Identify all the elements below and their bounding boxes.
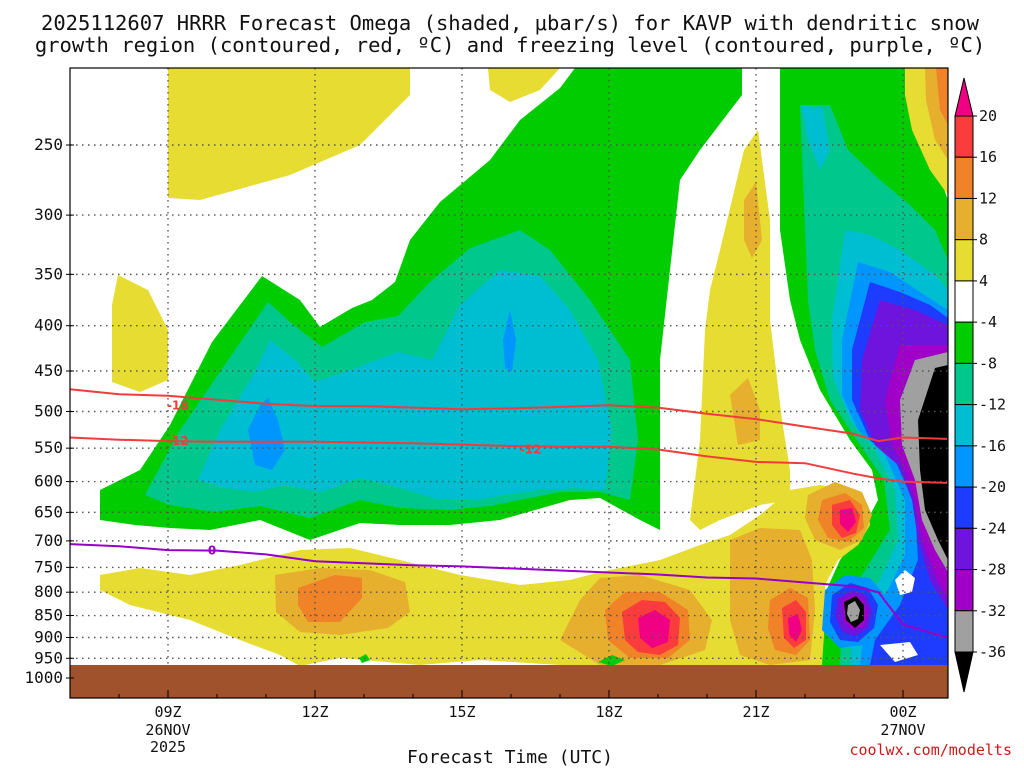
y-tick-750: 750 [34,557,63,576]
plot-frame [69,67,949,699]
colorbar-label-12: -32 [979,602,1006,620]
y-tick-450: 450 [34,361,63,380]
y-tick-400: 400 [34,316,63,335]
colorbar-bin-6 [954,321,974,364]
colorbar-bin-9 [954,445,974,488]
colorbar-bin-top [954,77,974,117]
x-tick-year-09Z: 2025 [150,738,186,756]
colorbar-bin-3 [954,197,974,241]
colorbar-bin-bottom [954,651,974,693]
contour-label-dgz-bottom-2: -12 [520,443,542,457]
y-tick-550: 550 [34,438,63,457]
x-tick-21Z: 21Z [742,703,769,721]
colorbar: 20 16 12 8 4 -4 -8 -12 -16 -20 -24 -28 -32 -36 [954,77,1006,693]
shade-gold-diagonal-low [730,378,760,445]
colorbar-label-1: 16 [979,148,997,166]
colorbar-label-6: -8 [979,354,997,372]
y-tick-300: 300 [34,205,63,224]
shade-magenta-lowlevel-mid [638,610,670,648]
x-tick-15Z: 15Z [448,703,475,721]
colorbar-bin-4 [954,239,974,282]
colorbar-bin-8 [954,404,974,447]
x-tick-00Z: 00Z [889,703,916,721]
shade-blue-core-mid [503,310,516,372]
shade-orange-lowlevel-left [298,575,362,622]
shade-teal-right [802,105,830,170]
shade-orange-corner [936,68,948,125]
colorbar-bin-1 [954,115,974,158]
colorbar-label-5: -4 [979,313,997,331]
y-axis: 250 300 350 400 450 500 550 600 650 700 750 800 850 9… [24,135,74,687]
shade-gold-diagonal [744,182,762,258]
colorbar-bin-11 [954,527,974,571]
shade-yellow-upper-left [168,68,410,200]
colorbar-label-2: 12 [979,189,997,207]
y-tick-1000: 1000 [24,668,63,687]
contour-lines: -18 -12 0 -12 [69,388,948,639]
colorbar-bin-12 [954,569,974,612]
colorbar-bin-7 [954,362,974,406]
contour-dgz-top [69,388,948,443]
x-tick-09Z: 09Z [154,703,181,721]
contour-freezing-level [69,543,948,639]
x-tick-12Z: 12Z [301,703,328,721]
x-axis-title: Forecast Time (UTC) [407,747,613,768]
y-tick-250: 250 [34,135,63,154]
y-tick-700: 700 [34,531,63,550]
shade-yellow-diagonal [690,130,790,530]
y-tick-600: 600 [34,472,63,491]
colorbar-bin-5 [954,280,974,323]
colorbar-label-10: -24 [979,519,1006,537]
colorbar-label-11: -28 [979,561,1006,579]
x-tick-date-09Z: 26NOV [145,721,190,739]
y-tick-650: 650 [34,502,63,521]
colorbar-label-4: 4 [979,272,988,290]
contour-label-dgz-bottom: -12 [167,434,189,448]
credit-url: coolwx.com/modelts [849,741,1012,759]
y-tick-500: 500 [34,402,63,421]
shade-yellow-upper-mid [488,68,560,102]
colorbar-label-13: -36 [979,643,1006,661]
chart-title-line2: growth region (contoured, red, ºC) and f… [35,33,985,57]
y-tick-950: 950 [34,648,63,667]
y-tick-800: 800 [34,582,63,601]
colorbar-bin-13 [954,610,974,653]
colorbar-label-8: -16 [979,437,1006,455]
colorbar-bin-10 [954,486,974,529]
grid-lines [70,68,948,665]
shade-white-lowright [880,642,918,662]
colorbar-label-9: -20 [979,478,1006,496]
chart-title-line1: 2025112607 HRRR Forecast Omega (shaded, … [41,11,980,35]
shade-green-lowlevel [598,655,625,666]
x-tick-18Z: 18Z [595,703,622,721]
shade-magenta-650 [840,508,856,532]
shade-gray-850 [847,601,860,622]
shade-magenta-lowlevel-right [788,614,802,642]
colorbar-label-0: 20 [979,107,997,125]
shade-black-core [918,365,948,560]
y-tick-900: 900 [34,627,63,646]
x-tick-date-00Z: 27NOV [880,721,925,739]
contour-label-dgz-top: -18 [167,398,189,412]
y-tick-850: 850 [34,606,63,625]
ground-below-surface [70,665,948,698]
shade-blue-core-left [248,398,285,470]
shade-white-pocket [895,570,915,595]
shade-yellow-left-ribbon [112,275,168,392]
colorbar-label-7: -12 [979,396,1006,414]
colorbar-label-3: 8 [979,231,988,249]
contour-dgz-bottom [69,436,948,484]
plot-area: -18 -12 0 -12 [69,67,949,699]
colorbar-bin-2 [954,156,974,199]
contour-label-freezing-level: 0 [208,544,216,558]
y-tick-350: 350 [34,264,63,283]
